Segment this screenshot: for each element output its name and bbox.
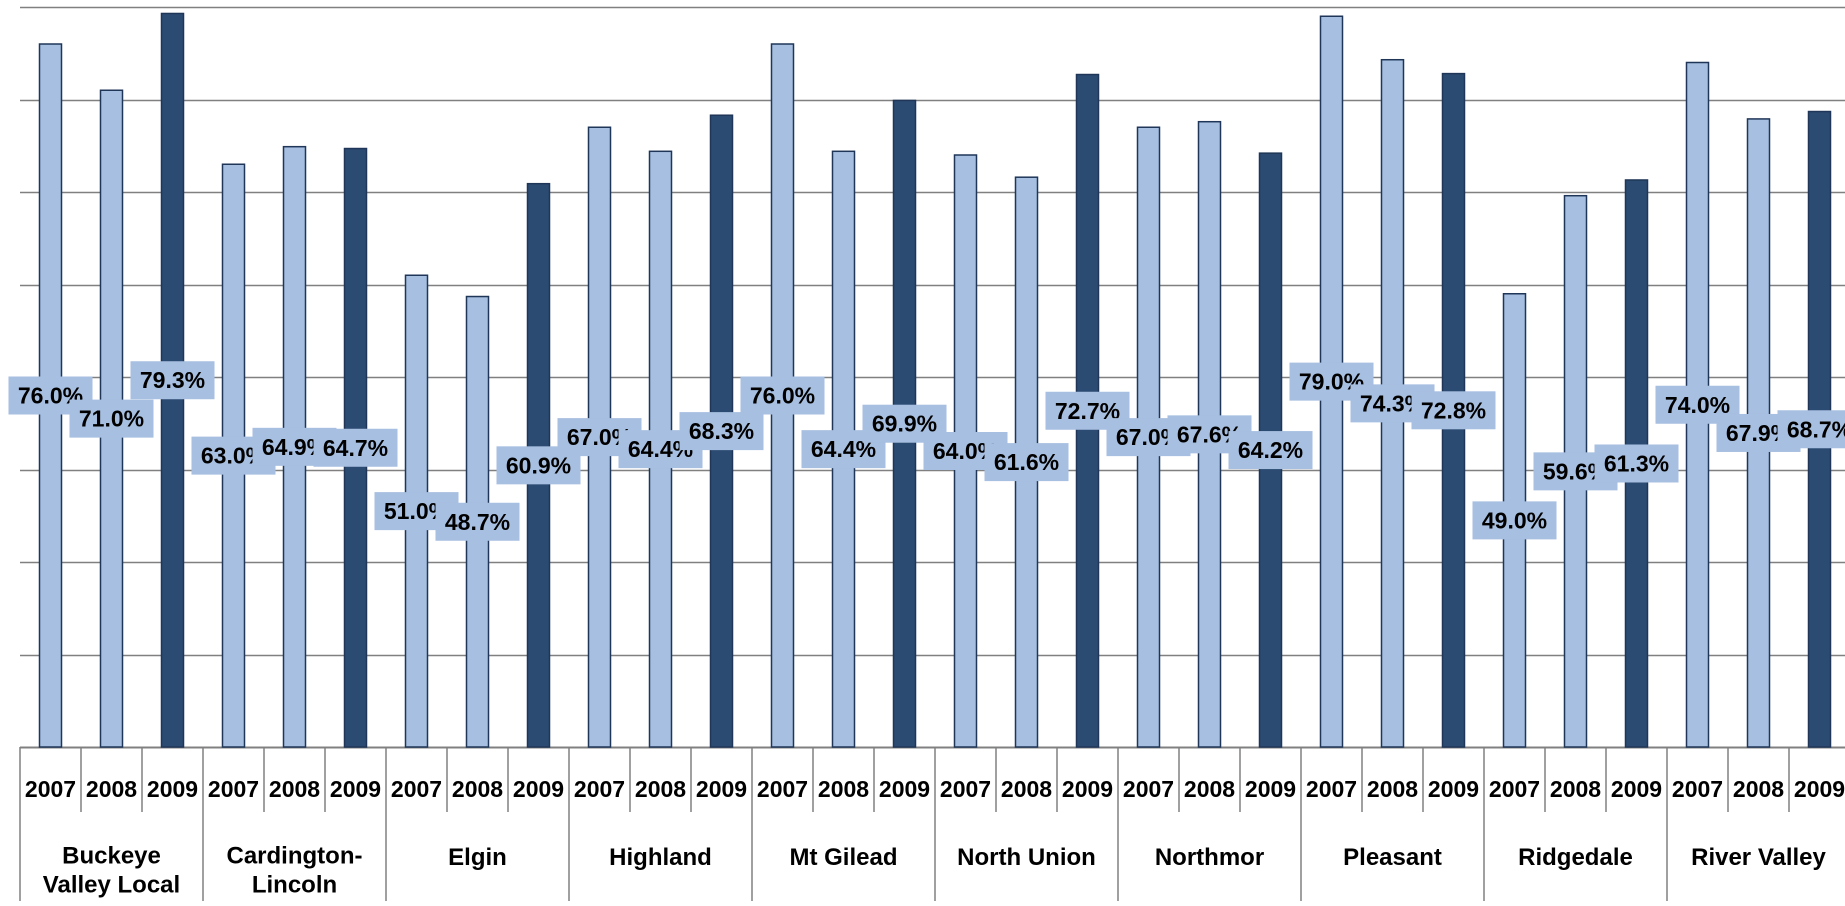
year-tick-label: 2009 xyxy=(330,776,381,802)
group-tick-label: Valley Local xyxy=(43,872,180,899)
year-tick-label: 2007 xyxy=(940,776,991,802)
group-tick-label: Elgin xyxy=(448,844,507,871)
year-tick-label: 2007 xyxy=(25,776,76,802)
year-tick-label: 2008 xyxy=(1367,776,1418,802)
year-tick-label: 2007 xyxy=(1306,776,1357,802)
data-label: 61.3% xyxy=(1604,450,1669,476)
data-label: 79.3% xyxy=(140,367,205,393)
group-tick-label: River Valley xyxy=(1691,844,1826,871)
year-tick-label: 2009 xyxy=(879,776,930,802)
group-tick-label: North Union xyxy=(957,844,1096,871)
group-tick-label: Mt Gilead xyxy=(789,844,897,871)
data-label: 64.7% xyxy=(323,435,388,461)
data-label: 76.0% xyxy=(750,383,815,409)
year-tick-label: 2007 xyxy=(208,776,259,802)
data-label: 68.7% xyxy=(1787,416,1845,442)
year-tick-label: 2009 xyxy=(1245,776,1296,802)
group-tick-label: Lincoln xyxy=(252,872,337,899)
year-tick-label: 2007 xyxy=(1489,776,1540,802)
data-label: 71.0% xyxy=(79,406,144,432)
data-label: 68.3% xyxy=(689,418,754,444)
year-tick-label: 2009 xyxy=(1428,776,1479,802)
year-tick-label: 2007 xyxy=(1123,776,1174,802)
group-tick-label: Ridgedale xyxy=(1518,844,1633,871)
year-tick-label: 2008 xyxy=(1184,776,1235,802)
data-label: 64.2% xyxy=(1238,437,1303,463)
year-tick-label: 2008 xyxy=(818,776,869,802)
year-tick-label: 2009 xyxy=(513,776,564,802)
group-tick-label: Cardington- xyxy=(227,843,363,870)
year-tick-label: 2008 xyxy=(1550,776,1601,802)
year-tick-label: 2009 xyxy=(1794,776,1845,802)
year-tick-label: 2008 xyxy=(86,776,137,802)
year-tick-label: 2007 xyxy=(1672,776,1723,802)
group-tick-label: Pleasant xyxy=(1343,844,1442,871)
year-tick-label: 2007 xyxy=(574,776,625,802)
year-tick-label: 2008 xyxy=(452,776,503,802)
group-tick-label: Northmor xyxy=(1155,844,1264,871)
data-label: 60.9% xyxy=(506,452,571,478)
year-tick-label: 2008 xyxy=(269,776,320,802)
data-label: 48.7% xyxy=(445,509,510,535)
year-tick-label: 2007 xyxy=(391,776,442,802)
data-label: 49.0% xyxy=(1482,507,1547,533)
year-tick-label: 2009 xyxy=(1062,776,1113,802)
data-label: 61.6% xyxy=(994,449,1059,475)
group-tick-label: Highland xyxy=(609,844,712,871)
year-tick-label: 2007 xyxy=(757,776,808,802)
year-tick-label: 2008 xyxy=(1001,776,1052,802)
year-tick-label: 2008 xyxy=(1733,776,1784,802)
year-tick-label: 2009 xyxy=(696,776,747,802)
group-tick-label: Buckeye xyxy=(62,843,161,870)
data-label: 72.8% xyxy=(1421,397,1486,423)
year-tick-label: 2009 xyxy=(147,776,198,802)
year-tick-label: 2008 xyxy=(635,776,686,802)
year-tick-label: 2009 xyxy=(1611,776,1662,802)
data-label: 74.0% xyxy=(1665,392,1730,418)
